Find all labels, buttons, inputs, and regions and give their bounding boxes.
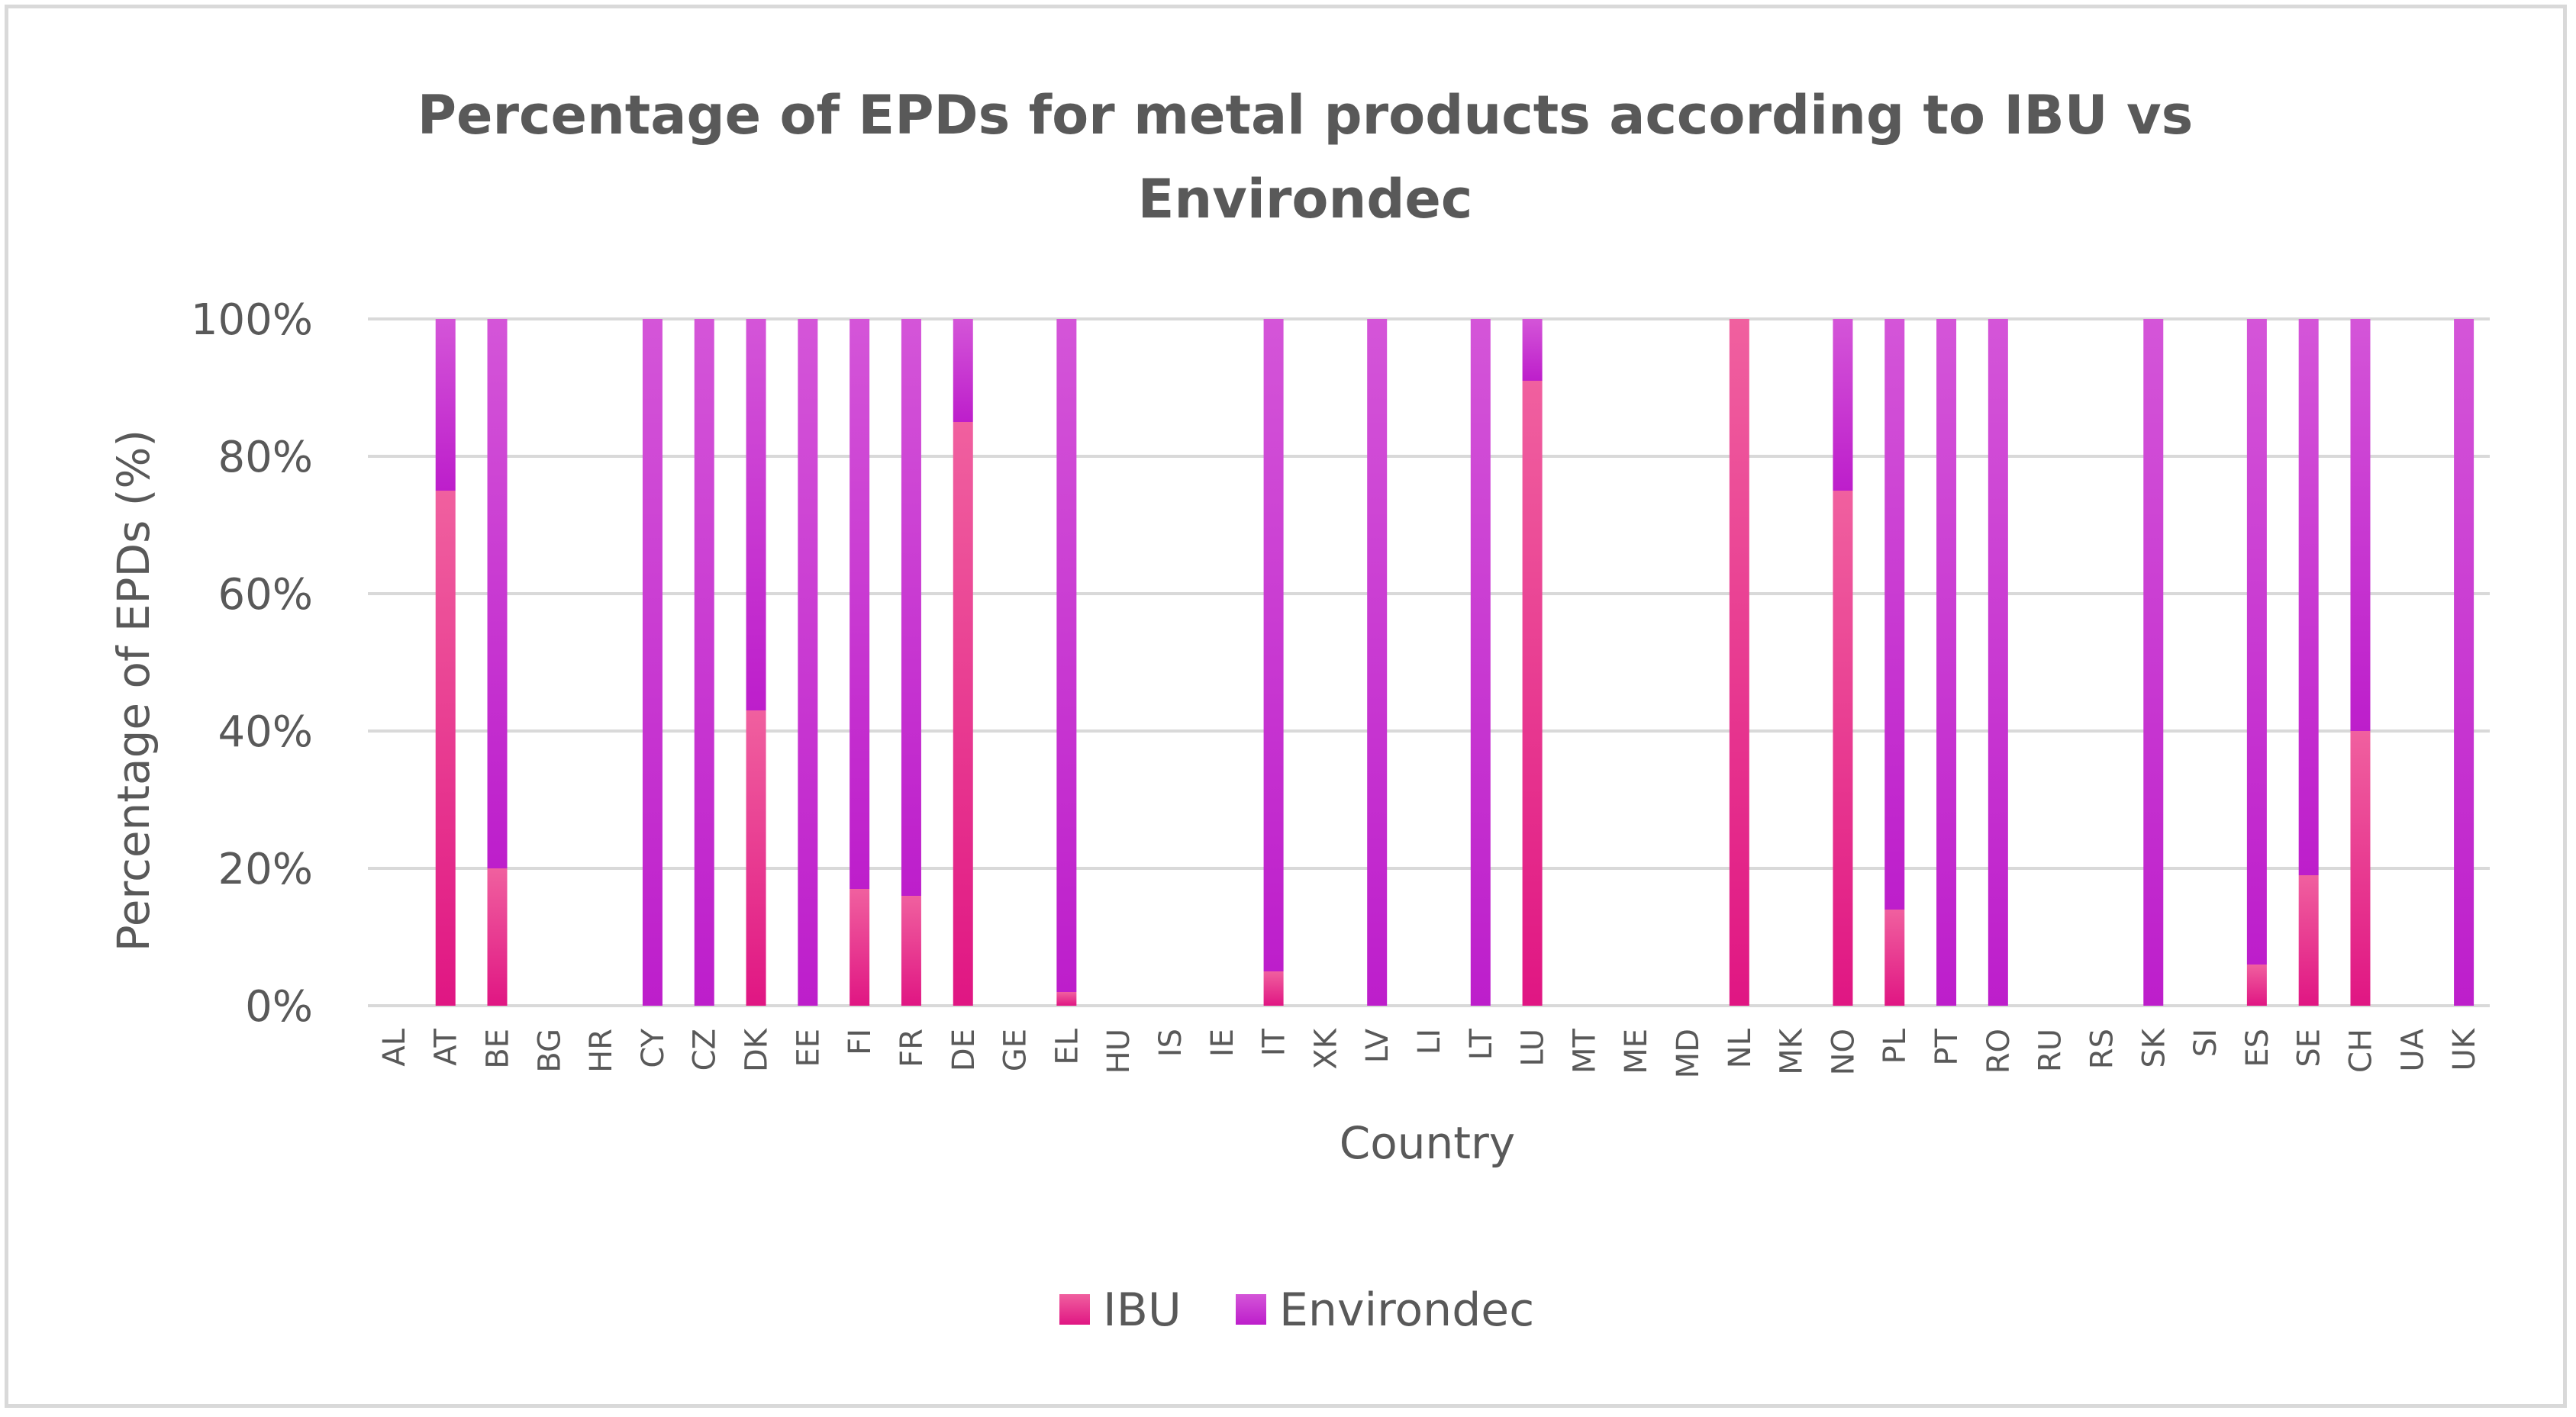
bar-ibu-nl [1729, 319, 1749, 1006]
bar-ibu-de [953, 422, 973, 1006]
x-tick-label: FR [895, 1029, 930, 1068]
x-tick-label: RU [2033, 1029, 2068, 1072]
bar-environdec-dk [746, 319, 766, 710]
legend-swatch-ibu [1059, 1294, 1090, 1325]
chart-title-line-2: Environdec [1138, 168, 1473, 230]
x-tick-label: SI [2188, 1029, 2223, 1057]
bar-environdec-at [435, 319, 456, 491]
x-tick-label: XK [1308, 1027, 1343, 1069]
bar-environdec-cz [694, 319, 714, 1006]
x-tick-label: CH [2343, 1029, 2378, 1073]
x-tick-label: NO [1826, 1029, 1861, 1075]
bar-environdec-lt [1470, 319, 1491, 1006]
bar-ibu-no [1833, 491, 1853, 1006]
bar-environdec-be [487, 319, 508, 868]
bar-environdec-lu [1522, 319, 1543, 381]
x-tick-label: GE [998, 1029, 1033, 1071]
y-tick-label: 40% [218, 707, 313, 757]
bar-environdec-no [1833, 319, 1853, 491]
x-tick-label: LU [1516, 1029, 1551, 1067]
x-tick-label: IT [1257, 1028, 1292, 1056]
bar-ibu-pl [1884, 910, 1905, 1006]
x-tick-label: MD [1671, 1029, 1706, 1078]
x-tick-label: PL [1878, 1028, 1913, 1064]
x-tick-label: AT [429, 1028, 464, 1065]
bar-ibu-fr [901, 896, 921, 1006]
bar-environdec-it [1263, 319, 1284, 971]
bar-ibu-el [1056, 992, 1077, 1006]
x-tick-label: CZ [688, 1029, 723, 1071]
bar-environdec-uk [2454, 319, 2474, 1006]
x-tick-label: SK [2136, 1027, 2171, 1068]
bar-ibu-at [435, 491, 456, 1006]
chart-title-line-1: Percentage of EPDs for metal products ac… [418, 84, 2194, 147]
x-tick-label: BE [481, 1029, 516, 1069]
bar-environdec-fr [901, 319, 921, 896]
bar-environdec-ro [1988, 319, 2008, 1006]
x-tick-label: LV [1360, 1028, 1395, 1063]
x-tick-label: HU [1101, 1029, 1136, 1074]
x-tick-label: UK [2447, 1027, 2482, 1071]
bar-environdec-lv [1367, 319, 1388, 1006]
y-tick-label: 60% [218, 570, 313, 620]
legend-swatch-environdec [1236, 1294, 1266, 1325]
x-tick-label: IE [1205, 1029, 1240, 1057]
x-tick-label: LI [1412, 1029, 1447, 1055]
x-tick-label: RO [1981, 1029, 2017, 1074]
x-tick-label: SE [2292, 1029, 2327, 1068]
x-tick-label: AL [377, 1028, 412, 1066]
chart-frame [5, 5, 2567, 1408]
bar-ibu-dk [746, 710, 766, 1006]
x-tick-label: ME [1619, 1029, 1654, 1074]
x-tick-label: NL [1723, 1028, 1758, 1068]
x-tick-label: MT [1567, 1028, 1602, 1074]
bar-ibu-be [487, 868, 508, 1006]
legend-label-ibu: IBU [1103, 1283, 1182, 1337]
x-tick-label: FI [843, 1029, 878, 1055]
bar-environdec-sk [2143, 319, 2164, 1006]
y-tick-label: 100% [191, 295, 313, 345]
bar-ibu-es [2246, 965, 2267, 1006]
x-tick-label: EL [1049, 1028, 1085, 1064]
bar-environdec-es [2246, 319, 2267, 965]
bar-environdec-pt [1936, 319, 1957, 1006]
x-tick-label: CY [636, 1028, 671, 1068]
bar-environdec-de [953, 319, 973, 422]
x-tick-label: DE [946, 1029, 982, 1071]
x-tick-label: BG [532, 1029, 567, 1073]
bar-ibu-se [2298, 875, 2319, 1006]
x-tick-label: DK [740, 1027, 775, 1072]
x-tick-label: LT [1464, 1028, 1499, 1060]
bar-environdec-ee [798, 319, 818, 1006]
x-tick-label: UA [2395, 1028, 2430, 1071]
x-tick-label: RS [2084, 1029, 2120, 1069]
bar-environdec-ch [2350, 319, 2371, 731]
bar-environdec-el [1056, 319, 1077, 992]
y-tick-label: 80% [218, 433, 313, 482]
x-axis-title: Country [1340, 1117, 1515, 1169]
legend-label-environdec: Environdec [1279, 1283, 1534, 1337]
y-tick-label: 0% [245, 982, 313, 1032]
x-tick-label: ES [2240, 1029, 2275, 1068]
bar-ibu-ch [2350, 731, 2371, 1006]
bar-environdec-cy [642, 319, 663, 1006]
x-tick-label: MK [1775, 1027, 1810, 1075]
x-tick-label: IS [1153, 1029, 1188, 1057]
y-tick-label: 20% [218, 845, 313, 894]
bar-ibu-lu [1522, 381, 1543, 1006]
bar-ibu-fi [850, 889, 870, 1006]
x-tick-label: HR [584, 1029, 619, 1073]
bar-environdec-se [2298, 319, 2319, 875]
y-axis-title: Percentage of EPDs (%) [108, 430, 160, 952]
bar-environdec-pl [1884, 319, 1905, 910]
bar-environdec-fi [850, 319, 870, 889]
bar-ibu-it [1263, 971, 1284, 1006]
x-tick-label: EE [791, 1029, 826, 1068]
x-tick-label: PT [1930, 1028, 1965, 1065]
